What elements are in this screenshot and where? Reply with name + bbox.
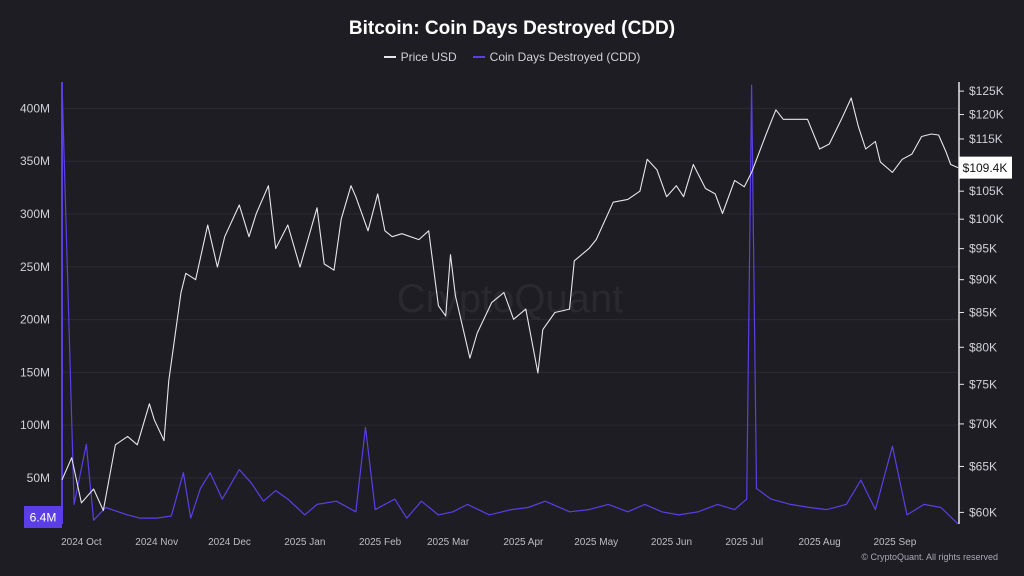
copyright-credit: © CryptoQuant. All rights reserved xyxy=(861,552,998,562)
x-tick-label: 2025 May xyxy=(574,537,618,548)
right-tick-label: $90K xyxy=(969,273,997,287)
current-cdd-marker xyxy=(24,506,62,528)
left-tick-label: 250M xyxy=(20,260,50,274)
price-legend-swatch xyxy=(383,56,396,58)
gridlines xyxy=(62,107,958,479)
left-axis: 50M 100M 150M 200M 250M 300M 350M 400M xyxy=(20,82,63,524)
right-tick-label: $120K xyxy=(969,108,1004,122)
chart-title: Bitcoin: Coin Days Destroyed (CDD) xyxy=(348,18,676,39)
right-tick-label: $125K xyxy=(969,84,1004,98)
right-tick-label: $95K xyxy=(969,242,997,256)
x-tick-label: 2025 Aug xyxy=(798,537,840,548)
legend-label-price: Price USD xyxy=(400,50,457,64)
value-markers: $109.4K 6.4M xyxy=(24,156,1012,528)
x-tick-label: 2024 Oct xyxy=(61,537,102,548)
cdd-legend-swatch xyxy=(472,56,485,58)
x-tick-label: 2025 Jan xyxy=(284,537,325,548)
series-layer xyxy=(61,81,959,525)
left-tick-label: 200M xyxy=(20,313,50,327)
x-tick-label: 2025 Jul xyxy=(725,537,763,548)
x-tick-label: 2024 Nov xyxy=(135,537,178,548)
current-price-label: $109.4K xyxy=(963,161,1008,175)
legend-item-price[interactable]: Price USD xyxy=(383,50,457,64)
left-tick-label: 300M xyxy=(20,207,50,221)
current-cdd-label: 6.4M xyxy=(30,511,57,525)
right-tick-label: $85K xyxy=(969,305,997,319)
left-tick-label: 350M xyxy=(20,154,50,168)
right-tick-label: $80K xyxy=(969,340,997,354)
left-tick-label: 400M xyxy=(20,101,50,115)
x-tick-label: 2025 Apr xyxy=(503,537,544,548)
x-tick-label: 2024 Dec xyxy=(208,537,251,548)
right-axis: $60K $65K $70K $75K $80K $85K $90K $95K $100K $10… xyxy=(958,82,1004,524)
x-tick-label: 2025 Feb xyxy=(359,537,402,548)
current-price-marker xyxy=(959,156,1012,179)
price-series-line xyxy=(61,97,959,512)
right-tick-label: $75K xyxy=(969,377,997,391)
legend-label-cdd: Coin Days Destroyed (CDD) xyxy=(489,50,641,64)
x-tick-label: 2025 Jun xyxy=(651,537,692,548)
right-tick-label: $65K xyxy=(969,459,997,473)
legend: Price USD Coin Days Destroyed (CDD) xyxy=(0,50,1024,64)
x-axis: 2024 Oct 2024 Nov 2024 Dec 2025 Jan 2025 Feb… xyxy=(61,537,917,548)
right-tick-label: $70K xyxy=(969,417,997,431)
left-tick-label: 100M xyxy=(20,418,50,432)
right-tick-label: $105K xyxy=(969,184,1004,198)
right-tick-label: $100K xyxy=(969,212,1004,226)
left-tick-label: 50M xyxy=(27,471,50,485)
left-tick-label: 150M xyxy=(20,365,50,379)
legend-item-cdd[interactable]: Coin Days Destroyed (CDD) xyxy=(472,50,641,64)
cdd-series-line xyxy=(61,81,959,525)
watermark-logo: CryptoQuant xyxy=(397,277,624,321)
x-tick-label: 2025 Sep xyxy=(873,537,916,548)
right-tick-label: $115K xyxy=(969,132,1003,146)
right-tick-label: $60K xyxy=(969,505,997,519)
x-tick-label: 2025 Mar xyxy=(427,537,470,548)
